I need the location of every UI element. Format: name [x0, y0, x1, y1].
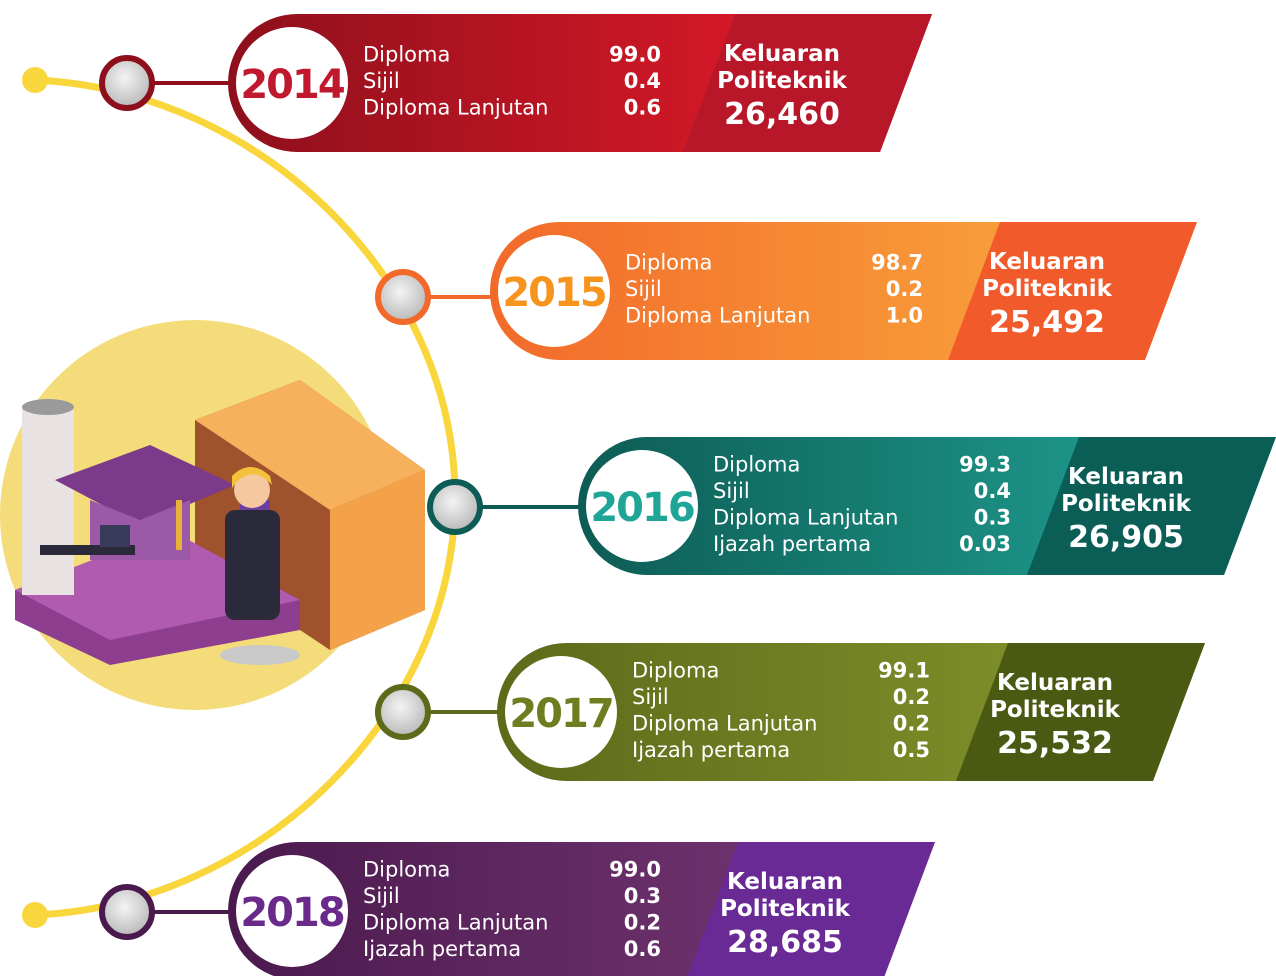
row-label: Ijazah pertama [632, 738, 790, 762]
row-label: Sijil [363, 884, 400, 908]
row-value: 0.5 [893, 738, 930, 762]
row-value: 0.6 [624, 96, 661, 120]
timeline-node [99, 884, 155, 940]
side-total: 26,460 [724, 97, 840, 132]
row-value: 99.3 [959, 452, 1011, 476]
side-total: 25,492 [989, 305, 1105, 340]
banner-side [683, 14, 932, 152]
side-heading: Keluaran Politeknik [717, 41, 847, 94]
row-label: Diploma [632, 658, 719, 682]
year: 2016 [590, 485, 693, 531]
row-value: 98.7 [871, 251, 923, 275]
timeline-end [22, 67, 48, 93]
year-circle [236, 855, 348, 967]
year: 2017 [509, 691, 612, 737]
row-value: 0.6 [624, 937, 661, 961]
row-label: Diploma [713, 452, 800, 476]
row-value: 0.4 [624, 69, 661, 93]
year-circle [236, 27, 348, 139]
row-value: 0.4 [974, 479, 1011, 503]
side-heading: Keluaran Politeknik [720, 869, 850, 922]
row-label: Sijil [625, 277, 662, 301]
year-circle [586, 450, 698, 562]
side-heading: Keluaran Politeknik [1061, 464, 1191, 517]
timeline-end [22, 902, 48, 928]
year: 2018 [240, 890, 343, 936]
row-value: 99.1 [878, 658, 930, 682]
timeline-node [375, 684, 431, 740]
row-label: Diploma [363, 857, 450, 881]
row-label: Diploma Lanjutan [632, 711, 817, 735]
row-value: 0.2 [624, 910, 661, 934]
row-label: Diploma Lanjutan [713, 505, 898, 529]
row-value: 0.03 [959, 532, 1011, 556]
banner-side [948, 222, 1197, 360]
year: 2014 [240, 62, 343, 108]
timeline-node [99, 55, 155, 111]
year-circle [498, 235, 610, 347]
side-total: 28,685 [727, 925, 843, 960]
row-label: Sijil [632, 685, 669, 709]
side-heading: Keluaran Politeknik [990, 670, 1120, 723]
row-value: 99.0 [609, 857, 661, 881]
row-label: Ijazah pertama [713, 532, 871, 556]
row-value: 0.2 [893, 685, 930, 709]
side-total: 26,905 [1068, 520, 1184, 555]
banner-side [1027, 437, 1276, 575]
row-value: 0.3 [624, 884, 661, 908]
row-label: Sijil [713, 479, 750, 503]
illustration [0, 320, 425, 710]
row-value: 1.0 [886, 304, 923, 328]
side-heading: Keluaran Politeknik [982, 249, 1112, 302]
banner-side [956, 643, 1205, 781]
row-value: 0.2 [886, 277, 923, 301]
timeline-node [375, 269, 431, 325]
row-label: Diploma Lanjutan [363, 96, 548, 120]
banner-side [687, 842, 935, 976]
year-circle [505, 656, 617, 768]
row-label: Diploma Lanjutan [625, 304, 810, 328]
row-value: 0.3 [974, 505, 1011, 529]
row-label: Sijil [363, 69, 400, 93]
row-value: 0.2 [893, 711, 930, 735]
row-label: Diploma [625, 251, 712, 275]
year: 2015 [502, 270, 605, 316]
row-label: Ijazah pertama [363, 937, 521, 961]
row-label: Diploma [363, 43, 450, 67]
side-total: 25,532 [997, 726, 1113, 761]
timeline-node [427, 479, 483, 535]
row-label: Diploma Lanjutan [363, 910, 548, 934]
row-value: 99.0 [609, 43, 661, 67]
